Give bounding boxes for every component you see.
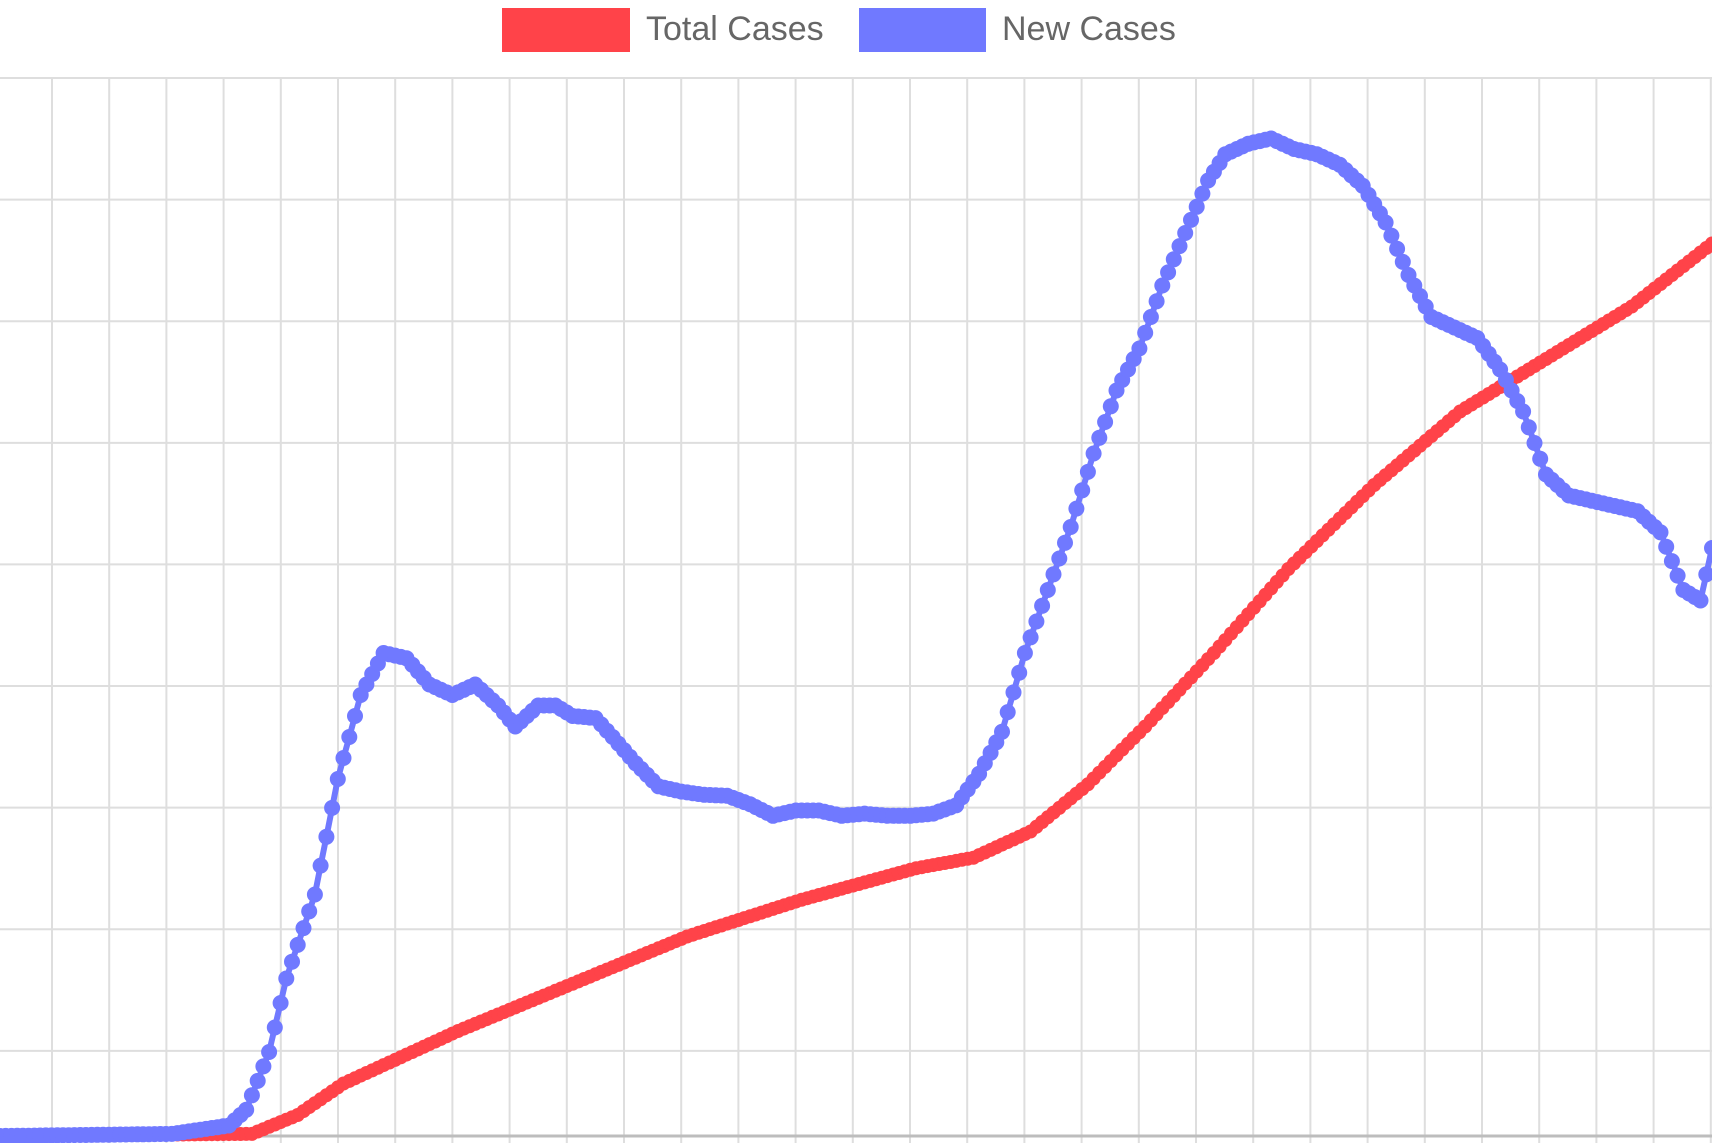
data-point [1394,253,1411,270]
data-point [312,857,329,874]
data-point [1131,340,1148,357]
data-point [1377,214,1394,231]
data-point [1142,309,1159,325]
data-point [1057,534,1073,551]
data-point [1704,540,1712,556]
data-point [284,953,300,970]
data-point [278,970,295,987]
data-point [318,828,335,845]
data-point [1148,293,1165,310]
data-point [1705,236,1712,251]
data-point [1526,435,1543,451]
data-point [1005,684,1022,701]
data-point [238,1101,255,1118]
data-point [1016,645,1033,661]
data-point [1091,429,1108,446]
data-point [261,1044,278,1060]
data-point [1183,211,1199,228]
data-point [1194,185,1211,202]
data-point [1520,419,1537,436]
data-point [1062,519,1079,535]
data-point [341,729,358,745]
data-point [335,750,352,766]
data-point [1045,566,1062,583]
data-point [1028,613,1045,630]
chart-legend: Total Cases New Cases [502,8,1176,52]
data-point [1160,264,1177,281]
data-point [324,799,341,816]
data-point [1389,240,1406,257]
data-point [1698,566,1712,583]
data-point [243,1087,260,1104]
data-point [255,1058,272,1075]
legend-label-total-cases: Total Cases [646,10,824,48]
series-line [0,135,1712,1139]
series-total-cases [0,236,1712,1143]
data-point [994,723,1010,740]
legend-swatch-new-cases [859,8,986,52]
legend-label-new-cases: New Cases [1002,10,1176,48]
data-point [1137,324,1154,341]
data-point [249,1072,266,1089]
data-point [1102,398,1119,415]
data-point [1085,445,1102,462]
data-point [1171,238,1188,255]
data-point [1515,403,1532,420]
series-line [0,239,1712,1140]
data-point [347,708,363,724]
data-point [1039,582,1056,598]
data-point [1532,450,1549,467]
data-point [1034,597,1051,614]
data-point [329,771,346,787]
data-point [1097,414,1114,430]
data-point [1658,538,1675,555]
series-new-cases [0,130,1712,1143]
data-point [1022,629,1039,646]
data-point [301,903,318,920]
data-point [295,920,312,937]
chart-grid [0,77,1712,1143]
data-point [266,1019,283,1036]
data-point [1652,524,1669,541]
data-point [1068,500,1085,517]
data-point [1165,251,1182,268]
data-point [1383,227,1400,244]
data-point [1692,592,1709,609]
data-point [1074,482,1091,499]
data-point [289,936,306,953]
data-point [306,886,323,903]
data-point [1011,664,1028,681]
data-point [1177,225,1194,241]
data-point [1188,198,1205,215]
data-point [1669,567,1686,584]
data-point [1663,553,1680,570]
data-point [272,995,289,1011]
data-point [999,704,1016,721]
legend-swatch-total-cases [502,8,630,52]
data-point [1051,550,1068,567]
data-point [1154,277,1171,294]
data-point [1079,463,1096,480]
